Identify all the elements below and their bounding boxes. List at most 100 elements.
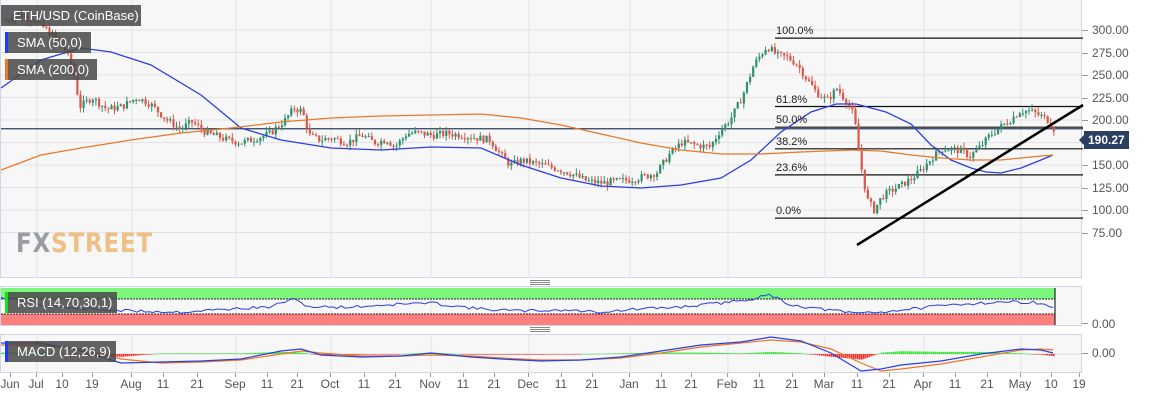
macd-swatch [5,341,8,362]
macd-histogram-bar [753,352,755,354]
macd-histogram-bar [263,352,265,354]
macd-histogram-bar [121,354,123,357]
candle-body [910,179,913,181]
macd-histogram-bar [407,353,409,355]
candlestick [361,132,364,138]
macd-histogram-bar [679,352,681,354]
macd-legend[interactable]: MACD (12,26,9) [5,341,116,362]
candlestick [380,137,383,150]
macd-histogram-bar [697,352,699,354]
candle-body [82,100,85,108]
candle-body [401,138,404,141]
candle-body [690,142,693,144]
candlestick [175,121,178,131]
candle-body [231,137,234,142]
macd-histogram-bar [153,354,155,355]
macd-histogram-bar [381,354,383,355]
candlestick [107,107,110,114]
macd-histogram-bar [879,353,881,354]
candle-body [91,100,94,103]
time-axis-tick [629,373,630,377]
candle-body [48,27,51,36]
candlestick [820,93,823,99]
macd-histogram-bar [401,354,403,355]
candle-body [826,96,829,98]
candle-body [671,148,674,154]
price-chart-canvas[interactable] [0,0,1084,278]
macd-histogram-bar [213,353,215,354]
time-axis-tick [131,373,132,377]
candlestick [584,175,587,182]
macd-histogram-bar [167,353,169,354]
price-chart-pane[interactable]: FXSTREET ETH/USD (CoinBase) SMA (50,0) S… [0,0,1084,278]
candle-body [835,89,838,91]
time-axis-label: 21 [388,377,402,391]
macd-histogram-bar [375,354,377,355]
macd-histogram-bar [453,353,455,355]
macd-histogram-bar [511,354,513,355]
macd-histogram-bar [231,353,233,354]
macd-histogram-bar [563,354,565,355]
candle-body [225,136,228,141]
macd-histogram-bar [737,353,739,354]
candle-body [897,184,900,189]
sma50-line [0,47,1054,189]
rsi-pane[interactable]: RSI (14,70,30,1) [0,286,1083,327]
macd-histogram-bar [1047,354,1049,356]
candle-body [953,147,956,149]
macd-histogram-bar [457,353,459,355]
macd-histogram-bar [547,354,549,355]
candlestick [634,180,637,186]
candle-body [832,90,835,99]
sma50-legend[interactable]: SMA (50,0) [5,32,91,53]
candlestick [404,133,408,141]
candle-body [758,56,761,60]
candlestick [656,171,659,181]
symbol-legend[interactable]: ETH/USD (CoinBase) [1,5,141,26]
candlestick [243,137,246,147]
macd-histogram-bar [791,352,793,354]
macd-histogram-bar [195,353,197,354]
time-axis-tick [197,373,198,377]
macd-histogram-bar [189,353,191,354]
candle-body [308,128,311,134]
macd-histogram-bar [193,353,195,354]
candle-body [876,204,879,214]
pane-resize-handle-rsi[interactable] [530,280,550,285]
macd-histogram-bar [769,351,771,354]
macd-histogram-bar [561,354,563,355]
candle-body [274,126,277,135]
candle-body [339,138,342,145]
candlestick [504,149,507,159]
time-axis-label: 10 [55,377,69,391]
candle-body [798,64,801,69]
candle-body [79,94,82,108]
macd-canvas[interactable] [1,335,1083,374]
macd-pane[interactable]: MACD (12,26,9) [0,334,1083,374]
macd-histogram-bar [129,354,131,357]
candle-body [879,198,882,205]
time-axis-tick [395,373,396,377]
time-axis-label: 10 [1044,377,1058,391]
candlestick [82,95,85,113]
candlestick [950,146,953,155]
candle-body [200,124,203,130]
macd-histogram-bar [681,352,683,354]
candle-body [125,101,129,109]
macd-histogram-bar [855,354,857,360]
candlestick [212,131,215,136]
sma200-legend[interactable]: SMA (200,0) [5,59,97,80]
candle-body [414,130,417,134]
pane-resize-handle-macd[interactable] [530,327,550,332]
candle-body [150,103,153,107]
candlestick [163,117,166,122]
macd-histogram-bar [821,354,823,356]
candle-body [290,108,293,116]
rsi-canvas[interactable] [0,287,1083,327]
candle-body [569,174,572,177]
rsi-legend[interactable]: RSI (14,70,30,1) [5,292,117,313]
candle-body [209,130,212,134]
macd-histogram-bar [229,353,231,354]
macd-histogram-bar [931,351,933,354]
candlestick [528,153,532,169]
